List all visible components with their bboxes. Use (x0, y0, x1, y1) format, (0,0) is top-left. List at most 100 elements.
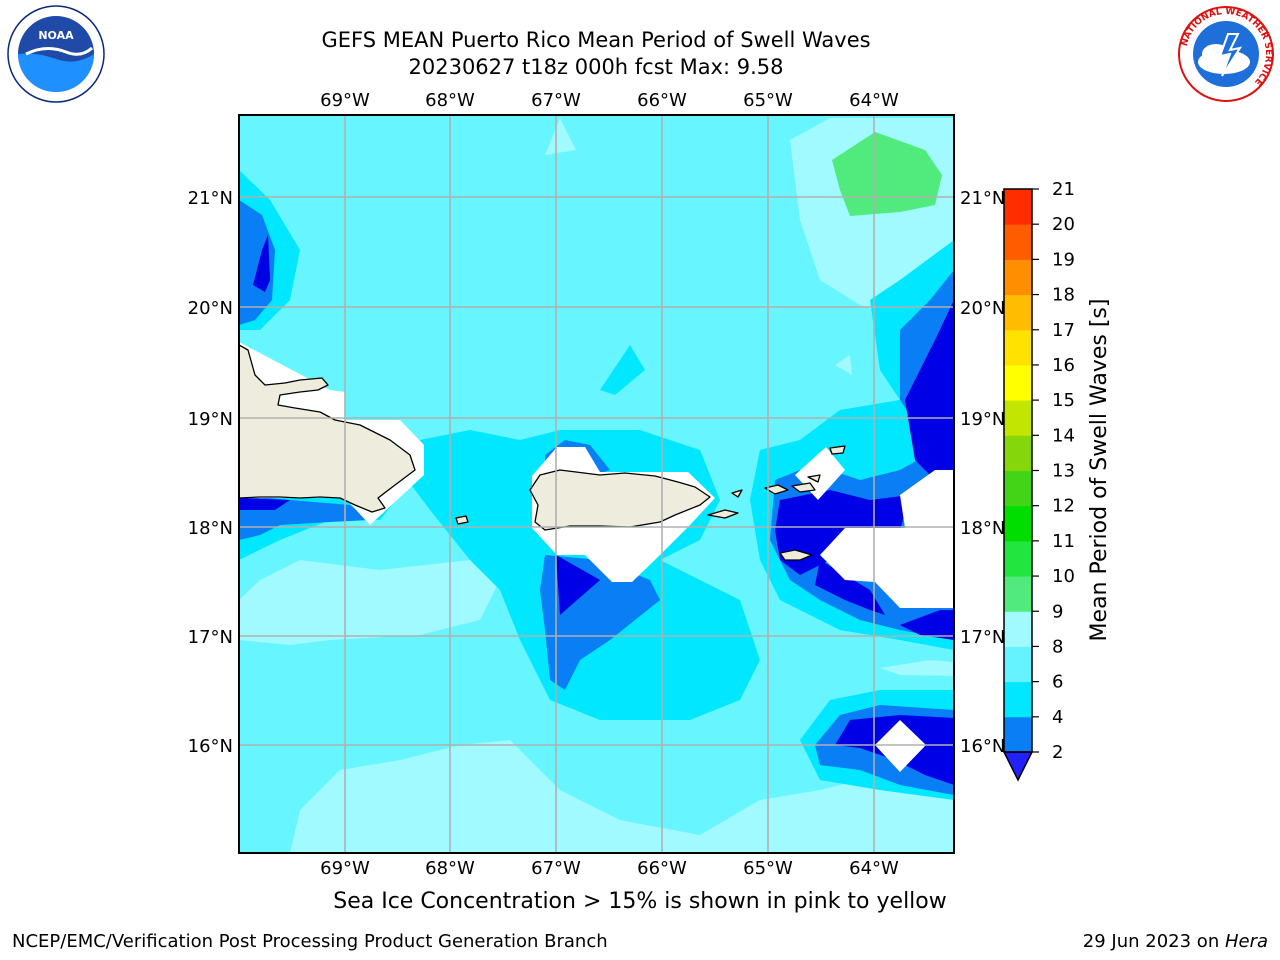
map-frame (238, 114, 955, 854)
contour-8-9 (835, 355, 852, 375)
colorbar-tick-label: 8 (1052, 636, 1063, 657)
contour-2-4 (905, 300, 954, 480)
colorbar-tick-label: 2 (1052, 742, 1063, 763)
lon-label-bottom: 64°W (849, 858, 899, 879)
land-anegada (829, 445, 846, 455)
colorbar-tick-label: 12 (1052, 496, 1075, 517)
contour-9-10 (832, 132, 942, 216)
chart-title: GEFS MEAN Puerto Rico Mean Period of Swe… (321, 28, 871, 52)
colorbar-tick-label: 10 (1052, 566, 1075, 587)
lon-label-top: 67°W (531, 90, 581, 111)
contour-8-9 (880, 660, 954, 676)
contour-4-6 (239, 200, 275, 325)
colorbar-segment (1004, 505, 1032, 542)
colorbar-segment (1004, 540, 1032, 577)
lat-label-left: 19°N (188, 409, 233, 430)
footer-machine: Hera (1224, 931, 1268, 952)
land-mask-cell (900, 470, 954, 528)
colorbar-tick-label: 14 (1052, 425, 1075, 446)
colorbar-tick-label: 21 (1052, 179, 1075, 200)
colorbar-tick-label: 13 (1052, 461, 1075, 482)
colorbar-tick-label: 18 (1052, 285, 1075, 306)
footer-date-text: 29 Jun 2023 on (1082, 931, 1225, 952)
contour-2-4 (815, 560, 885, 615)
swell-period-field (239, 115, 954, 853)
colorbar-tick-label: 16 (1052, 355, 1075, 376)
colorbar-label: Mean Period of Swell Waves [s] (1087, 299, 1112, 642)
colorbar-segment (1004, 224, 1032, 260)
contour-8-9 (545, 118, 576, 155)
colorbar-segment (1004, 611, 1032, 647)
chart-subtitle: 20230627 t18z 000h fcst Max: 9.58 (408, 55, 784, 79)
contour-2-4 (239, 498, 290, 510)
land-tortola (807, 474, 821, 483)
colorbar-segment (1004, 435, 1032, 471)
contour-2-4 (556, 555, 600, 615)
land-mona (455, 515, 469, 525)
colorbar-segment (1004, 716, 1032, 753)
lat-label-right: 17°N (960, 627, 1005, 648)
lat-label-right: 16°N (960, 736, 1005, 757)
lat-label-right: 18°N (960, 518, 1005, 539)
lat-label-left: 18°N (188, 518, 233, 539)
lon-label-top: 64°W (849, 90, 899, 111)
colorbar-segment (1004, 259, 1032, 296)
colorbar-tick-label: 17 (1052, 320, 1075, 341)
lat-label-right: 19°N (960, 409, 1005, 430)
lon-label-top: 69°W (320, 90, 370, 111)
colorbar-tick-label: 6 (1052, 672, 1063, 693)
lon-label-bottom: 65°W (743, 858, 793, 879)
land-st-thomas (764, 484, 789, 495)
lat-label-right: 21°N (960, 188, 1005, 209)
noaa-logo-text: NOAA (38, 29, 74, 42)
map-gridlines (239, 115, 954, 853)
colorbar-segment (1004, 189, 1032, 225)
land-st-john (791, 482, 816, 493)
land-mask-cell (875, 720, 926, 772)
colorbar-segment (1004, 470, 1032, 507)
colorbar-segment (1004, 646, 1032, 683)
colorbar-segment (1004, 576, 1032, 612)
colorbar-segment (1004, 329, 1032, 366)
noaa-logo: NOAA (7, 5, 105, 103)
lon-label-top: 66°W (637, 90, 687, 111)
colorbar-segment (1004, 294, 1032, 331)
lat-label-left: 17°N (188, 627, 233, 648)
colorbar-extend-under (1002, 751, 1034, 782)
contour-8-9 (290, 740, 954, 853)
lat-label-left: 21°N (188, 188, 233, 209)
land-culebra (731, 489, 743, 498)
lat-label-left: 16°N (188, 736, 233, 757)
land-st-croix (779, 549, 813, 561)
colorbar-tick-label: 11 (1052, 531, 1075, 552)
colorbar-segment (1004, 364, 1032, 401)
colorbar-tick-label: 20 (1052, 214, 1075, 235)
nws-logo: NATIONAL WEATHER SERVICE (1178, 6, 1274, 102)
lon-label-top: 65°W (743, 90, 793, 111)
land-hispaniola (239, 344, 416, 513)
lat-label-right: 20°N (960, 298, 1005, 319)
footer-credit: NCEP/EMC/Verification Post Processing Pr… (12, 931, 608, 952)
colorbar-segment (1004, 681, 1032, 718)
contour-8-9 (239, 560, 500, 645)
colorbar: 2 4 6 8 9 10 11 12 13 14 15 16 17 18 19 20 21 (1002, 179, 1075, 782)
footer-date: 29 Jun 2023 on Hera (1083, 931, 1268, 952)
contour-6-8 (600, 345, 645, 395)
contour-2-4 (253, 235, 270, 292)
lon-label-top: 68°W (425, 90, 475, 111)
lon-label-bottom: 69°W (320, 858, 370, 879)
lon-label-bottom: 67°W (531, 858, 581, 879)
colorbar-tick-label: 19 (1052, 249, 1075, 270)
colorbar-segment (1004, 400, 1032, 436)
colorbar-tick-label: 4 (1052, 707, 1063, 728)
land-mask-cell (820, 528, 954, 608)
lon-label-bottom: 66°W (637, 858, 687, 879)
colorbar-tick-label: 9 (1052, 601, 1063, 622)
sea-ice-note: Sea Ice Concentration > 15% is shown in … (333, 889, 947, 914)
land-puerto-rico (529, 469, 711, 531)
contour-2-4 (900, 610, 954, 640)
lon-label-bottom: 68°W (425, 858, 475, 879)
land-vieques (707, 509, 739, 519)
colorbar-tick-label: 15 (1052, 390, 1075, 411)
